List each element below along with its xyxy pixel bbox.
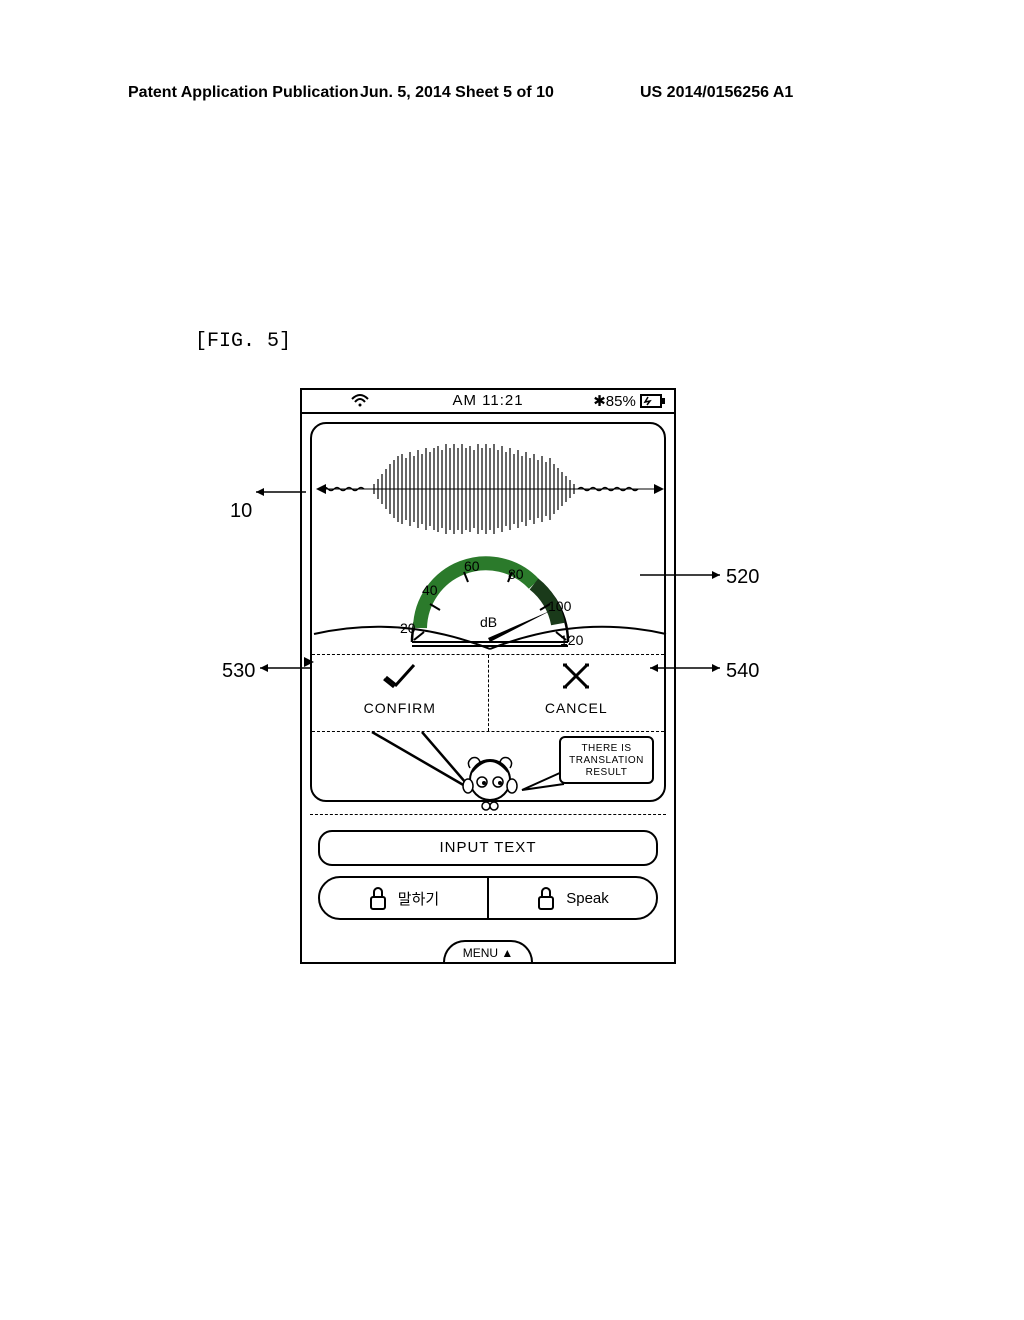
status-battery-area: ✱85%: [593, 392, 666, 410]
bluetooth-icon: ✱: [593, 393, 606, 410]
lock-icon: [536, 885, 556, 911]
header-date-sheet: Jun. 5, 2014 Sheet 5 of 10: [360, 84, 554, 102]
ref-530: 530: [222, 660, 255, 683]
speech-line2: TRANSLATION: [569, 755, 644, 766]
character-area: THERE IS TRANSLATION RESULT: [312, 732, 664, 798]
ref-540-line: [650, 658, 728, 678]
separator-line: [310, 814, 666, 815]
cancel-label: CANCEL: [489, 700, 665, 716]
speak-korean-label: 말하기: [398, 888, 439, 909]
ref-520-line: [640, 565, 728, 585]
gauge-icon: [312, 554, 668, 654]
speak-english-label: Speak: [566, 890, 609, 907]
input-text-label: INPUT TEXT: [440, 839, 537, 856]
speak-row: 말하기 Speak: [318, 876, 658, 920]
gauge-tick-60: 60: [464, 558, 480, 574]
wifi-icon: [350, 393, 370, 413]
input-text-button[interactable]: INPUT TEXT: [318, 830, 658, 866]
gauge-tick-120: 120: [560, 632, 583, 648]
speak-english-button[interactable]: Speak: [489, 878, 656, 918]
figure-label: [FIG. 5]: [195, 330, 291, 353]
menu-label: MENU ▲: [463, 946, 514, 960]
waveform-icon: [312, 424, 664, 554]
ref-10: 10: [230, 500, 252, 523]
cancel-button[interactable]: CANCEL: [489, 655, 665, 731]
check-icon: [382, 661, 418, 691]
battery-percent: 85%: [606, 393, 636, 410]
confirm-label: CONFIRM: [312, 700, 488, 716]
gauge-tick-80: 80: [508, 566, 524, 582]
phone-frame: AM 11:21 ✱85%: [300, 388, 676, 964]
header-patent-number: US 2014/0156256 A1: [640, 84, 793, 102]
gauge-tick-20: 20: [400, 620, 416, 636]
speak-korean-button[interactable]: 말하기: [320, 878, 489, 918]
gauge-area: 20 40 60 80 100 120 dB: [312, 554, 664, 654]
lock-icon: [368, 885, 388, 911]
speech-line3: RESULT: [586, 767, 628, 778]
speech-line1: THERE IS: [581, 743, 631, 754]
main-panel: 20 40 60 80 100 120 dB CONFIRM: [310, 422, 666, 802]
x-icon: [561, 661, 591, 691]
gauge-tick-40: 40: [422, 582, 438, 598]
header-publication: Patent Application Publication: [128, 84, 359, 102]
ref-10-line: [256, 486, 312, 498]
speech-bubble: THERE IS TRANSLATION RESULT: [559, 736, 654, 784]
confirm-button[interactable]: CONFIRM: [312, 655, 489, 731]
status-time: AM 11:21: [452, 392, 523, 409]
gauge-tick-100: 100: [548, 598, 571, 614]
battery-icon: [640, 394, 666, 408]
ref-520: 520: [726, 566, 759, 589]
ref-540: 540: [726, 660, 759, 683]
menu-button[interactable]: MENU ▲: [443, 940, 533, 962]
arrow-530-into: [302, 655, 316, 669]
status-bar: AM 11:21 ✱85%: [302, 390, 674, 414]
gauge-unit: dB: [480, 614, 497, 630]
confirm-cancel-row: CONFIRM CANCEL: [312, 654, 664, 732]
waveform-area: [312, 424, 664, 554]
